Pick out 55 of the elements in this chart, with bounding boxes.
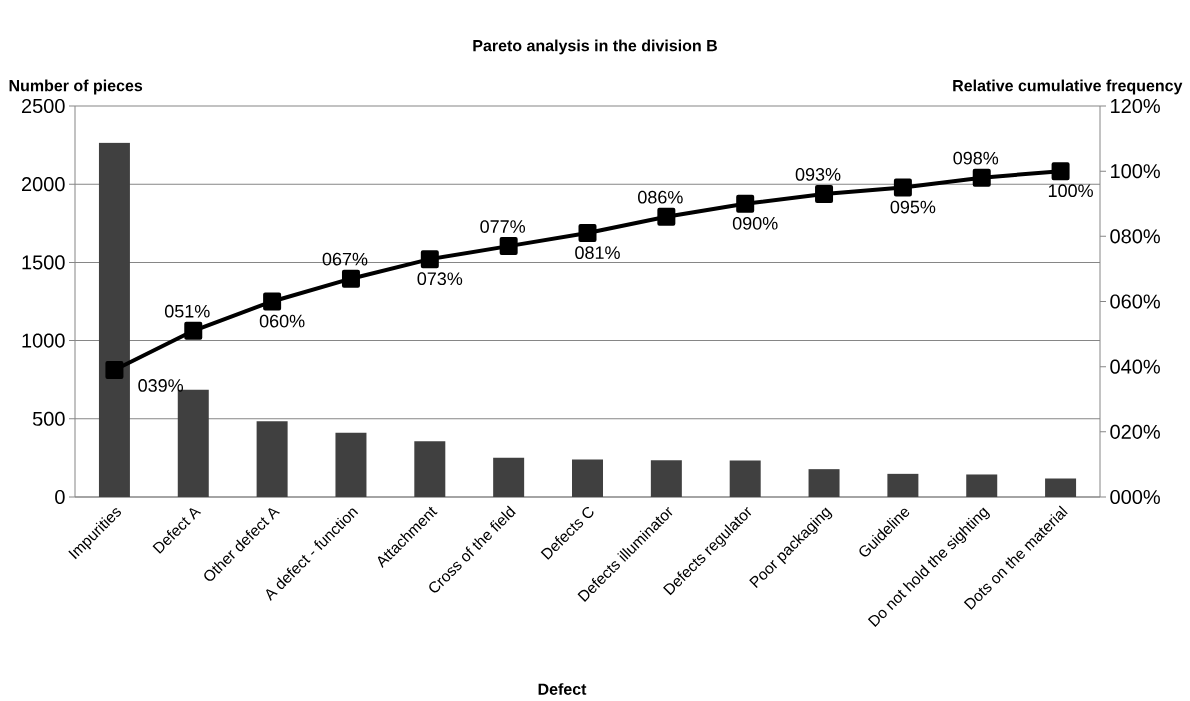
y-axis-title: Number of pieces bbox=[9, 79, 143, 95]
point bbox=[972, 168, 991, 187]
bar bbox=[729, 460, 761, 497]
point bbox=[105, 360, 124, 379]
bar bbox=[650, 460, 682, 497]
bar bbox=[572, 459, 603, 497]
bar bbox=[335, 432, 367, 497]
point bbox=[184, 321, 203, 340]
data-label: 086% bbox=[638, 190, 683, 204]
bar bbox=[256, 421, 288, 497]
x-axis-title: Defect bbox=[538, 683, 587, 695]
y2-tick-label: 020% bbox=[1110, 424, 1160, 439]
data-label: 051% bbox=[164, 304, 210, 318]
y-tick-label: 0 bbox=[55, 489, 65, 505]
y2-tick-label: 060% bbox=[1110, 294, 1160, 309]
chart-title: Pareto analysis in the division B bbox=[473, 39, 717, 55]
data-label: 077% bbox=[480, 220, 526, 233]
data-label: 090% bbox=[732, 216, 778, 230]
point bbox=[657, 207, 676, 226]
point bbox=[736, 194, 755, 213]
y-tick-label: 1500 bbox=[22, 255, 65, 270]
y-tick-label: 500 bbox=[32, 411, 65, 426]
data-label: 067% bbox=[322, 252, 368, 266]
y-tick-label: 2000 bbox=[21, 177, 65, 192]
y-tick-label: 1000 bbox=[22, 333, 65, 348]
data-label: 093% bbox=[795, 168, 841, 181]
bar bbox=[966, 474, 998, 497]
y-tick-label: 2500 bbox=[21, 98, 65, 114]
bar bbox=[1045, 478, 1077, 497]
data-label: 095% bbox=[890, 200, 936, 214]
point bbox=[578, 224, 597, 243]
bar bbox=[414, 441, 446, 497]
y2-tick-label: 040% bbox=[1110, 359, 1160, 374]
point bbox=[815, 184, 834, 203]
y2-axis-title: Relative cumulative frequency bbox=[953, 79, 1183, 95]
data-label: 100% bbox=[1048, 184, 1093, 198]
y2-tick-label: 000% bbox=[1110, 489, 1160, 505]
point bbox=[420, 250, 439, 269]
bar bbox=[887, 473, 919, 497]
point bbox=[1051, 162, 1070, 181]
data-label: 098% bbox=[953, 151, 999, 165]
y2-tick-label: 080% bbox=[1110, 229, 1160, 244]
data-label: 060% bbox=[259, 314, 305, 328]
bar bbox=[98, 142, 130, 497]
data-label: 081% bbox=[575, 246, 620, 260]
y2-tick-label: 120% bbox=[1111, 98, 1160, 114]
y2-tick-label: 100% bbox=[1111, 164, 1160, 179]
bar bbox=[808, 469, 840, 497]
bar bbox=[493, 457, 525, 497]
point bbox=[893, 178, 912, 197]
point bbox=[263, 292, 282, 311]
data-label: 073% bbox=[417, 272, 463, 286]
point bbox=[499, 237, 518, 256]
data-label: 039% bbox=[138, 379, 184, 392]
point bbox=[341, 269, 360, 288]
